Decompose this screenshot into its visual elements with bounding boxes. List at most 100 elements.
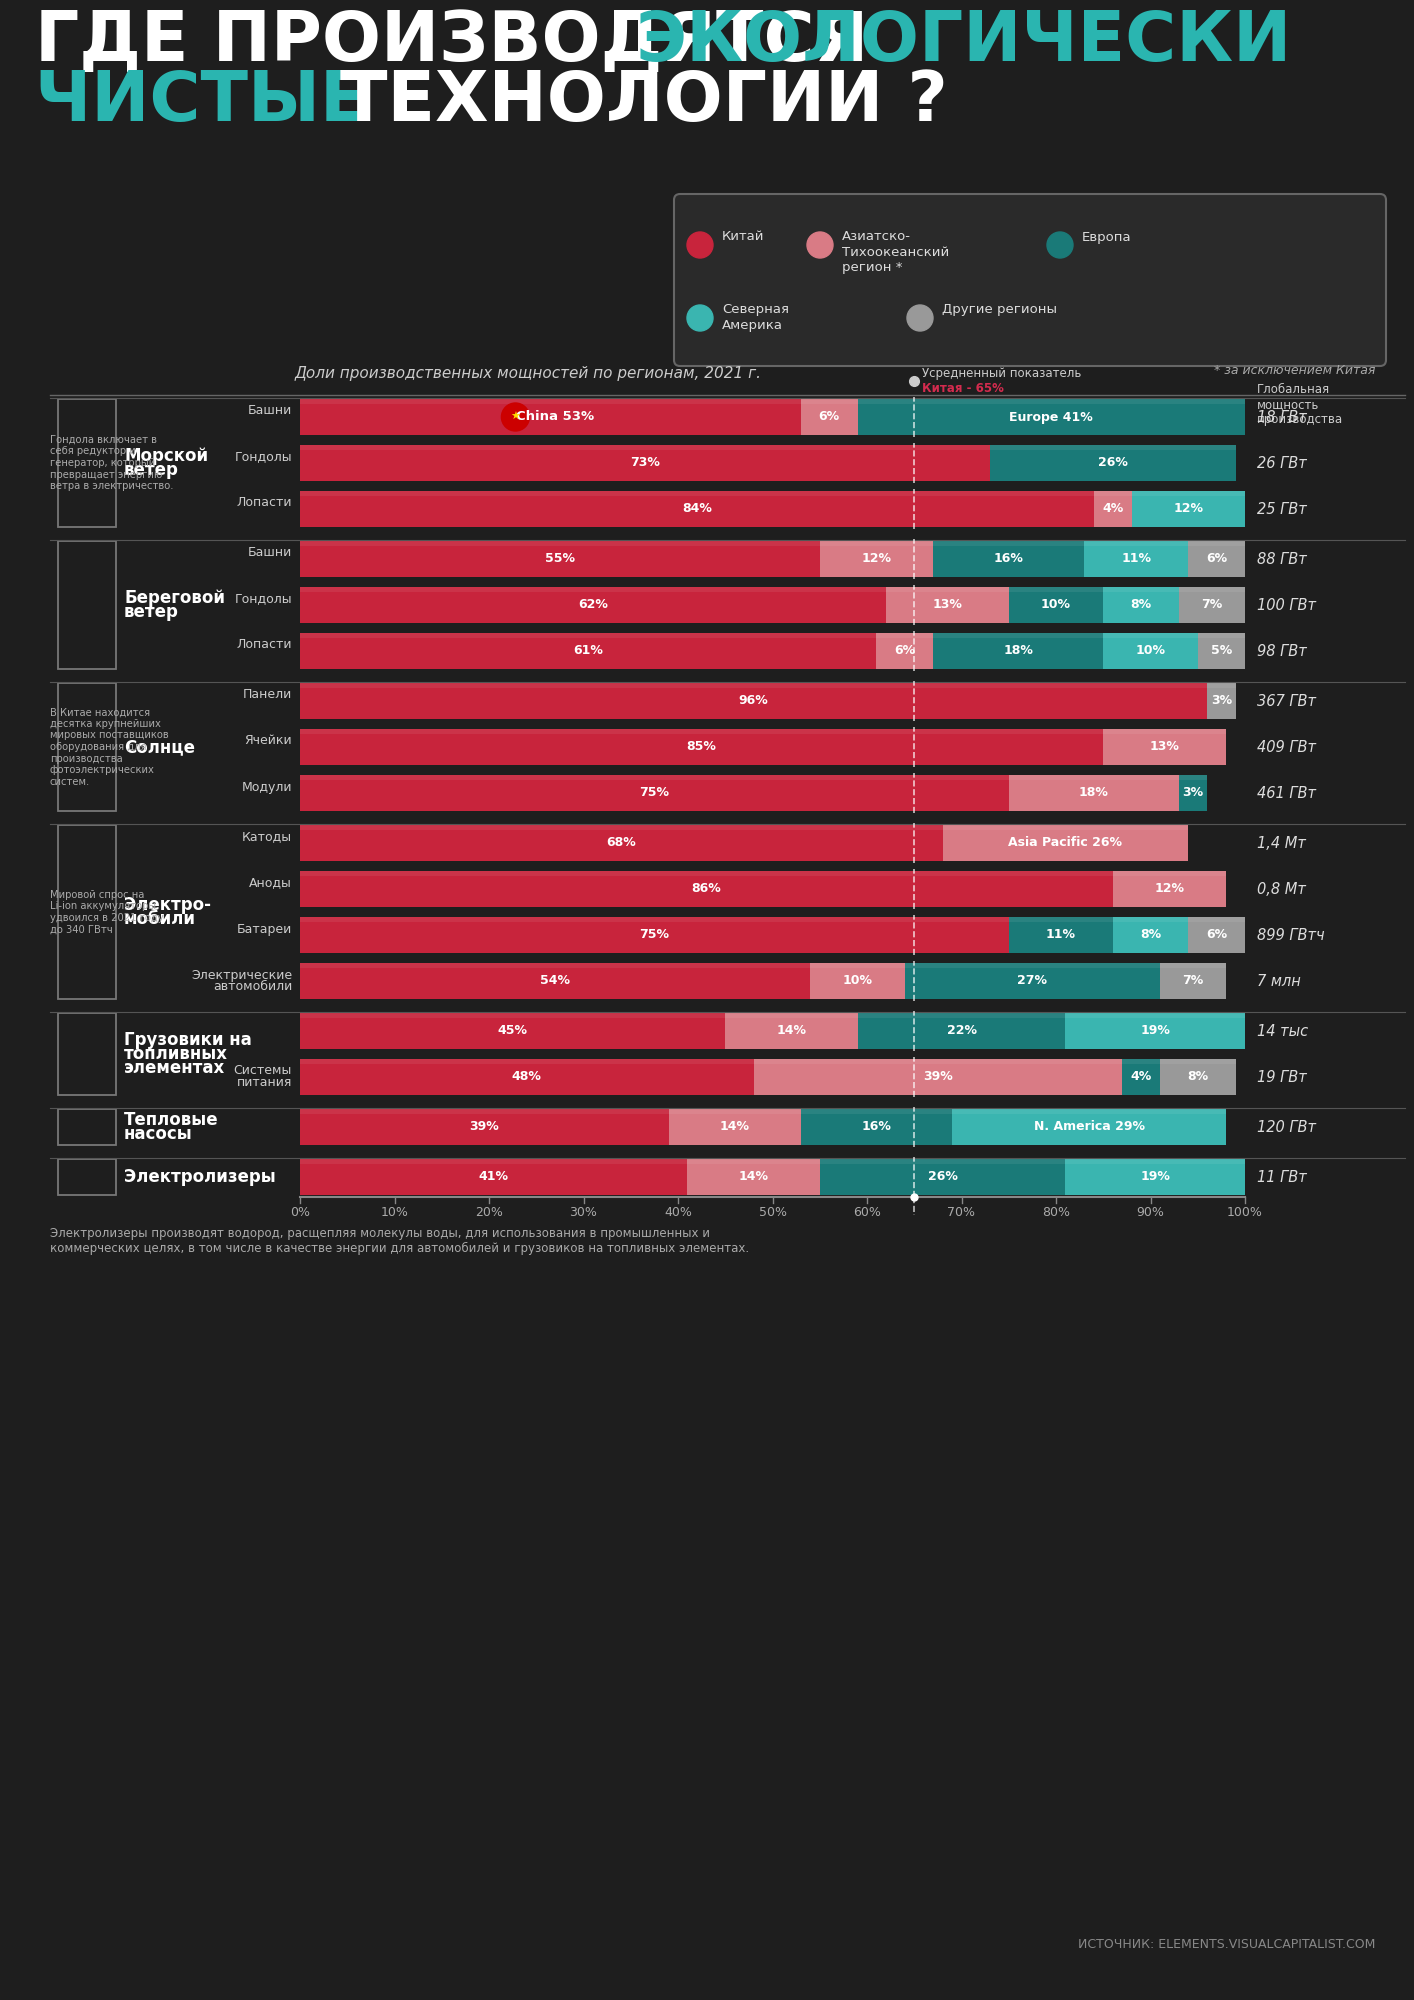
Text: 11%: 11% [1046, 928, 1076, 942]
Text: 8%: 8% [1188, 1070, 1209, 1084]
Text: 96%: 96% [738, 694, 768, 708]
Text: 30%: 30% [570, 1206, 598, 1218]
Text: 98 ГВт: 98 ГВт [1257, 644, 1307, 658]
Bar [300, 1108, 669, 1114]
Bar [300, 1160, 687, 1194]
Bar [1008, 588, 1103, 624]
Bar [1094, 490, 1131, 496]
Text: Аноды: Аноды [249, 876, 293, 890]
Text: Северная: Северная [723, 304, 789, 316]
Bar [1066, 1160, 1244, 1164]
Text: 11 ГВт: 11 ГВт [1257, 1170, 1307, 1184]
Bar [300, 1160, 687, 1164]
Bar [1159, 1060, 1236, 1096]
Text: мобили: мобили [124, 910, 197, 928]
Text: 14 тыс: 14 тыс [1257, 1024, 1308, 1038]
Text: Гондола включает в
себя редуктор и
генератор, который
превращает энергию
ветра в: Гондола включает в себя редуктор и генер… [49, 434, 174, 492]
Bar [300, 824, 943, 860]
Bar [58, 824, 116, 998]
Text: Катоды: Катоды [242, 830, 293, 844]
Bar [1131, 490, 1244, 496]
Bar [1113, 872, 1226, 908]
Text: 26%: 26% [928, 1170, 957, 1184]
Bar [1085, 540, 1188, 546]
Text: 60%: 60% [853, 1206, 881, 1218]
Text: 18 ГВт: 18 ГВт [1257, 410, 1307, 424]
Text: 22%: 22% [946, 1024, 977, 1038]
Text: 8%: 8% [1130, 598, 1151, 612]
Text: 68%: 68% [607, 836, 636, 850]
Text: Тихоокеанский: Тихоокеанский [841, 246, 949, 258]
Text: 19 ГВт: 19 ГВт [1257, 1070, 1307, 1084]
Text: 14%: 14% [738, 1170, 769, 1184]
Text: 62%: 62% [578, 598, 608, 612]
Text: 75%: 75% [639, 928, 669, 942]
Bar [877, 632, 933, 668]
Bar [933, 632, 1103, 668]
Text: 4%: 4% [1130, 1070, 1151, 1084]
Circle shape [502, 404, 529, 432]
Bar [1066, 1012, 1244, 1018]
Text: Береговой: Береговой [124, 588, 225, 608]
Bar [300, 490, 1094, 526]
Bar [1159, 1060, 1236, 1064]
Bar [952, 1108, 1226, 1114]
Bar [1131, 490, 1244, 526]
Bar [1008, 774, 1179, 780]
Text: 10%: 10% [380, 1206, 409, 1218]
Text: Мировой спрос на
Li-ion аккумуляторы
удвоился в 2021 году
до 340 ГВтч: Мировой спрос на Li-ion аккумуляторы удв… [49, 890, 164, 934]
Text: Asia Pacific 26%: Asia Pacific 26% [1008, 836, 1123, 850]
Bar [1179, 588, 1244, 592]
Bar [877, 632, 933, 638]
Bar [58, 1012, 116, 1096]
Text: Башни: Башни [247, 546, 293, 560]
Bar [1113, 916, 1188, 954]
Text: Грузовики на: Грузовики на [124, 1032, 252, 1048]
Bar [1103, 588, 1179, 624]
Bar [810, 964, 905, 998]
Bar [887, 588, 1008, 624]
Bar [300, 446, 990, 450]
Text: 88 ГВт: 88 ГВт [1257, 552, 1307, 566]
Bar [300, 1012, 725, 1018]
Text: 10%: 10% [843, 974, 872, 988]
Text: ветер: ветер [124, 604, 180, 620]
Bar [933, 540, 1085, 576]
Text: 48%: 48% [512, 1070, 542, 1084]
Text: 90%: 90% [1137, 1206, 1165, 1218]
Bar [300, 1060, 754, 1064]
Bar [687, 1160, 820, 1194]
Text: 41%: 41% [479, 1170, 509, 1184]
Bar [1188, 916, 1244, 954]
Text: 12%: 12% [1174, 502, 1203, 516]
Circle shape [906, 304, 933, 330]
Text: 4%: 4% [1102, 502, 1123, 516]
Text: питания: питания [236, 1076, 293, 1090]
Bar [1103, 588, 1179, 592]
Bar [58, 1108, 116, 1144]
Text: 8%: 8% [1140, 928, 1161, 942]
Text: ★: ★ [510, 412, 520, 422]
Bar [990, 446, 1236, 480]
Text: Электролизеры производят водород, расщепляя молекулы воды, для использования в п: Электролизеры производят водород, расщеп… [49, 1226, 749, 1256]
Text: 19%: 19% [1140, 1170, 1171, 1184]
Text: 26%: 26% [1097, 456, 1127, 470]
Text: 7%: 7% [1202, 598, 1223, 612]
Text: 50%: 50% [758, 1206, 786, 1218]
Bar [58, 400, 116, 526]
Text: ветер: ветер [124, 462, 180, 478]
Bar [1113, 872, 1226, 876]
Text: Гондолы: Гондолы [235, 592, 293, 606]
Bar [857, 1012, 1066, 1018]
Bar [990, 446, 1236, 450]
Bar [857, 400, 1244, 436]
Bar [300, 728, 1103, 764]
Text: ЭКОЛОГИЧЕСКИ: ЭКОЛОГИЧЕСКИ [635, 8, 1291, 76]
Bar [725, 1012, 857, 1048]
Text: 1,4 Мт: 1,4 Мт [1257, 836, 1307, 850]
Text: Электролизеры: Электролизеры [124, 1168, 276, 1186]
Text: Усредненный показатель: Усредненный показатель [922, 366, 1082, 380]
Bar [58, 1160, 116, 1194]
Text: Америка: Америка [723, 318, 783, 332]
Text: 6%: 6% [1206, 928, 1227, 942]
